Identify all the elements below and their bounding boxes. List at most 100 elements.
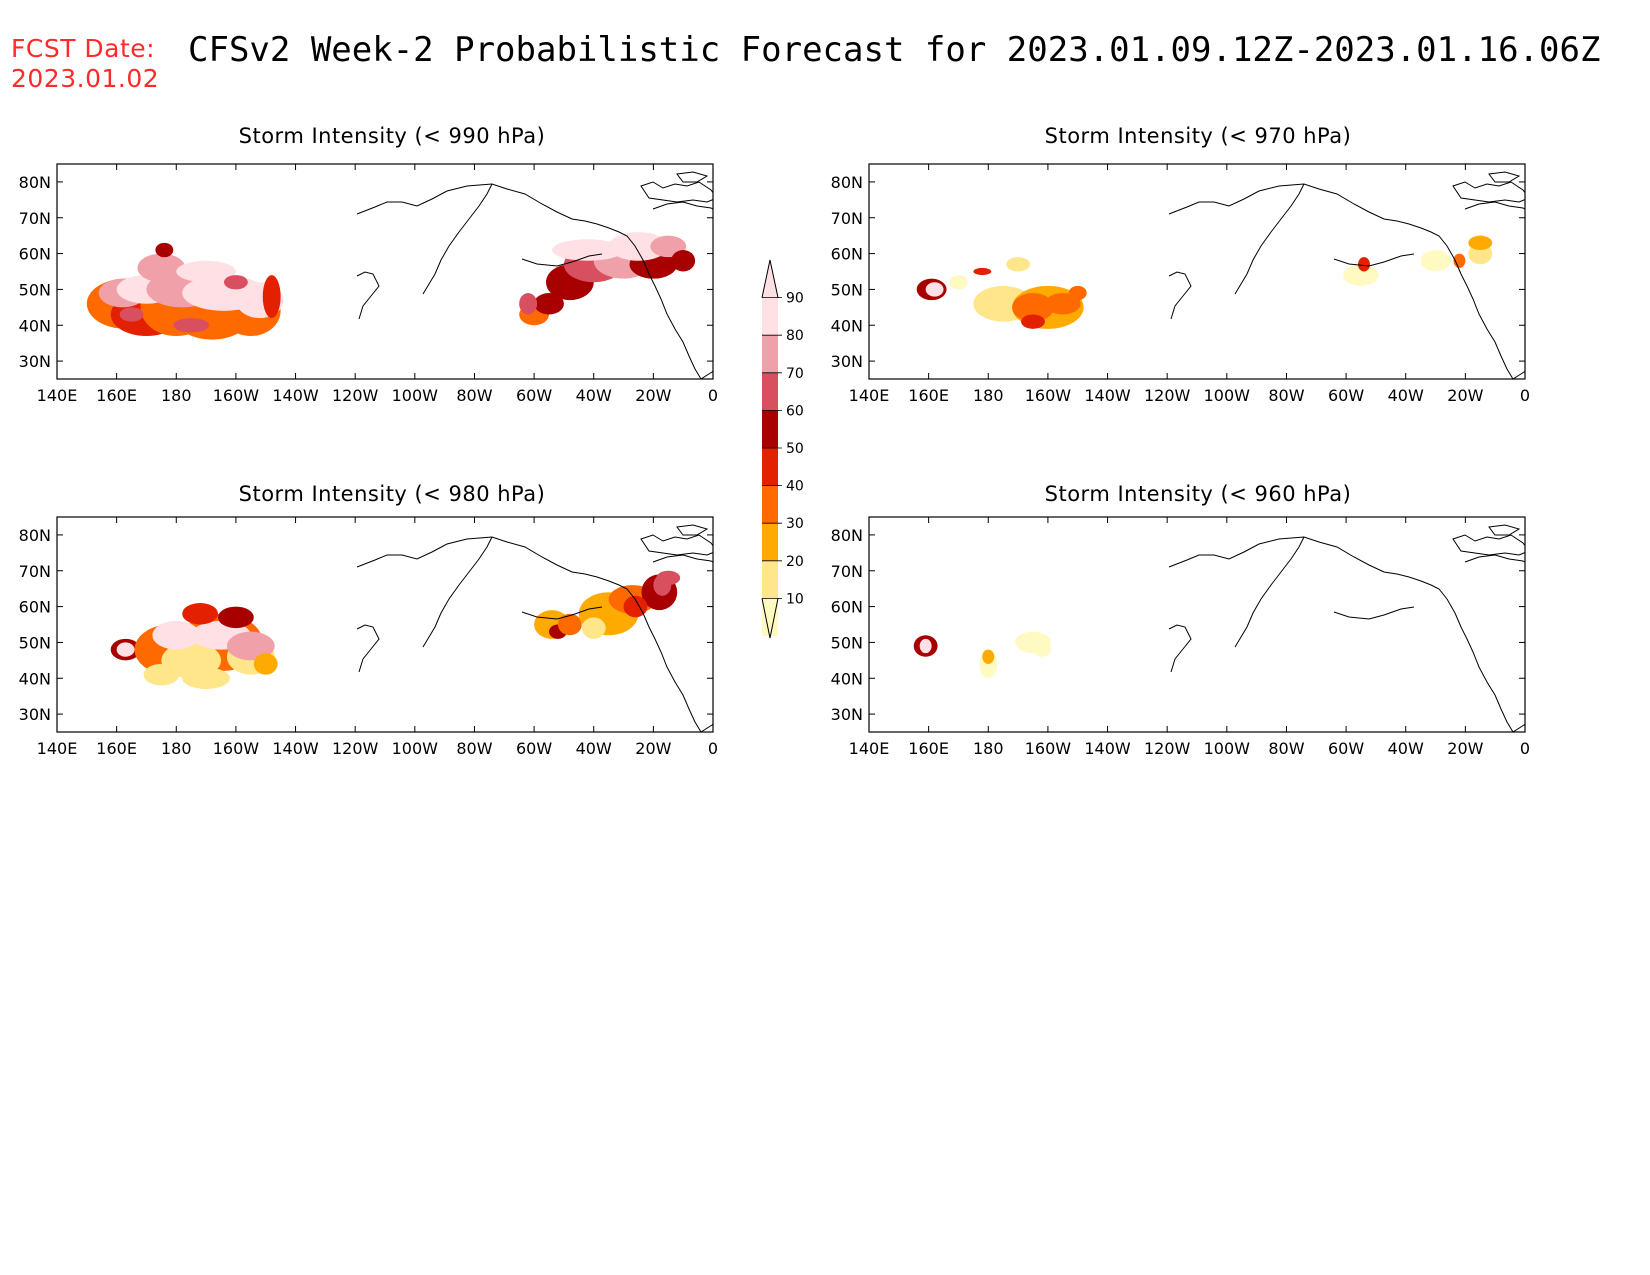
lat-tick-label: 60N (19, 245, 51, 264)
colorbar-label: 10 (786, 591, 804, 607)
lon-tick-label: 160W (1025, 386, 1072, 405)
map-panel-970: 140E 160E 180 160W 140W 120W 100W 80W 60W 40W 20W 0… (831, 163, 1530, 405)
lon-tick-label: 140W (272, 386, 319, 405)
panel-title-960: Storm Intensity (< 960 hPa) (1044, 482, 1352, 506)
lon-tick-label: 100W (392, 386, 439, 405)
map-panel-960: 140E 160E 180 160W 140W 120W 100W 80W 60W 40W 20W 0… (831, 516, 1530, 758)
lon-tick-label: 0 (1520, 386, 1530, 405)
probability-area (623, 595, 648, 618)
probability-area (1358, 257, 1370, 272)
probability-area (581, 617, 606, 639)
lat-tick-label: 40N (19, 316, 51, 335)
lon-tick-label: 120W (1144, 739, 1191, 758)
probability-area (671, 250, 696, 272)
lon-tick-label: 120W (1144, 386, 1191, 405)
lat-tick-label: 80N (19, 173, 51, 192)
probability-area (1021, 314, 1045, 329)
lon-tick-label: 40W (1388, 386, 1424, 405)
lat-tick-label: 50N (831, 633, 863, 652)
probability-area (143, 663, 180, 686)
probability-area (551, 239, 624, 261)
panel-title-970: Storm Intensity (< 970 hPa) (1044, 124, 1352, 148)
lat-tick-label: 70N (19, 562, 51, 581)
probability-area (137, 253, 186, 283)
colorbar-label: 30 (786, 516, 804, 532)
lat-tick-label: 70N (831, 209, 863, 228)
lat-tick-label: 50N (19, 633, 51, 652)
lat-tick-label: 40N (19, 669, 51, 688)
lon-tick-label: 100W (1204, 386, 1251, 405)
lon-tick-label: 140W (1084, 739, 1131, 758)
probability-area (116, 642, 135, 657)
probability-area (226, 631, 275, 661)
map-panel-980: 140E 160E 180 160W 140W 120W 100W 80W 60W 40W 20W 0… (19, 516, 718, 758)
probability-area (1420, 250, 1451, 272)
probability-area (534, 293, 564, 315)
probability-area (925, 282, 944, 297)
probability-area (223, 275, 248, 290)
probability-area (182, 667, 230, 689)
lon-tick-label: 180 (161, 739, 192, 758)
colorbar-swatch (762, 523, 778, 561)
lat-tick-label: 30N (19, 352, 51, 371)
lon-tick-label: 160E (96, 386, 137, 405)
panel-title-980: Storm Intensity (< 980 hPa) (238, 482, 546, 506)
lon-tick-label: 160E (908, 386, 949, 405)
lon-tick-label: 80W (456, 386, 492, 405)
lon-tick-label: 140E (849, 386, 890, 405)
lon-tick-label: 40W (576, 739, 612, 758)
lon-tick-label: 20W (635, 739, 671, 758)
lon-tick-label: 60W (516, 386, 552, 405)
colorbar-label: 60 (786, 403, 804, 419)
probability-area (218, 606, 254, 629)
lon-tick-label: 140W (272, 739, 319, 758)
probability-area (949, 275, 968, 290)
probability-area (557, 613, 582, 636)
lon-tick-label: 80W (1268, 739, 1304, 758)
probability-area (1006, 257, 1031, 272)
probability-area (119, 307, 144, 322)
colorbar-swatch (762, 598, 778, 636)
lon-tick-label: 40W (1388, 739, 1424, 758)
lon-tick-label: 100W (392, 739, 439, 758)
lat-tick-label: 50N (19, 280, 51, 299)
lon-tick-label: 60W (516, 739, 552, 758)
lon-tick-label: 140E (37, 386, 78, 405)
probability-area (973, 267, 992, 276)
lat-tick-label: 30N (831, 705, 863, 724)
forecast-date-value: 2023.01.02 (11, 64, 160, 93)
lat-tick-label: 80N (831, 173, 863, 192)
probability-area (253, 653, 278, 675)
colorbar-label: 20 (786, 554, 804, 570)
lon-tick-label: 160W (213, 739, 260, 758)
colorbar-swatch (762, 335, 778, 373)
forecast-date-label-line1: FCST Date: (11, 34, 156, 63)
main-title: CFSv2 Week-2 Probabilistic Forecast for … (188, 30, 1601, 70)
lon-tick-label: 20W (1447, 386, 1483, 405)
lon-tick-label: 100W (1204, 739, 1251, 758)
lon-tick-label: 40W (576, 386, 612, 405)
lon-tick-label: 160E (908, 739, 949, 758)
probability-area (519, 293, 538, 315)
lon-tick-label: 160W (1025, 739, 1072, 758)
colorbar-swatch (762, 485, 778, 524)
lon-tick-label: 180 (161, 386, 192, 405)
probability-area (608, 232, 669, 261)
colorbar-swatch (762, 448, 778, 486)
colorbar-label: 40 (786, 479, 804, 495)
colorbar-swatch (762, 410, 778, 448)
lon-tick-label: 140E (37, 739, 78, 758)
probability-area (173, 318, 210, 333)
lon-tick-label: 80W (456, 739, 492, 758)
probability-area (1468, 235, 1493, 250)
lat-tick-label: 60N (19, 598, 51, 617)
lat-tick-label: 30N (831, 352, 863, 371)
probability-area (982, 649, 995, 664)
lat-tick-label: 40N (831, 316, 863, 335)
probability-area (1033, 642, 1051, 657)
lon-tick-label: 140W (1084, 386, 1131, 405)
lon-tick-label: 60W (1328, 739, 1364, 758)
lat-tick-label: 80N (831, 526, 863, 545)
probability-area (152, 620, 201, 650)
lon-tick-label: 60W (1328, 386, 1364, 405)
